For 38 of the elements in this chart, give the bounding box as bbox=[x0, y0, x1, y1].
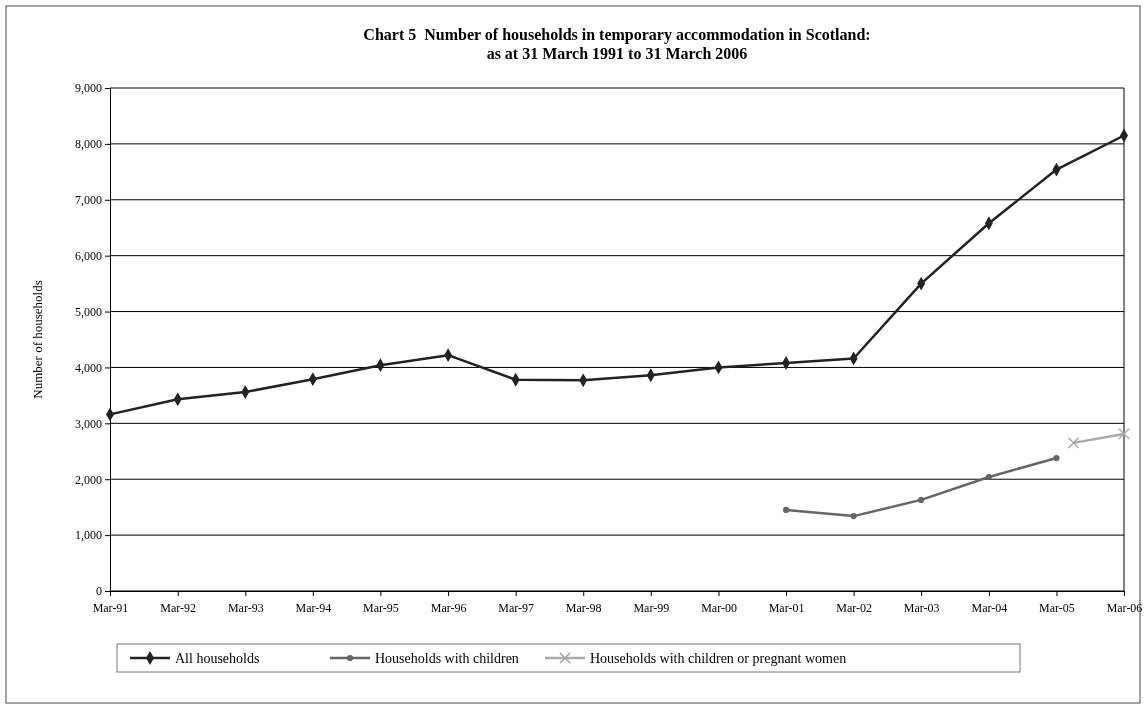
chart-title: Chart 5 Number of households in temporary accommodation in Scotland: as at 31 March 1991 to 31 March 2006 bbox=[363, 26, 871, 62]
y-tick-label: 2,000 bbox=[75, 472, 102, 487]
y-tick-label: 9,000 bbox=[75, 81, 102, 96]
point bbox=[1118, 428, 1130, 440]
y-tick-label: 4,000 bbox=[75, 360, 102, 375]
y-tick-label: 7,000 bbox=[75, 193, 102, 208]
x-tick-label: Mar-98 bbox=[565, 601, 602, 616]
point bbox=[850, 513, 857, 520]
y-axis-title: Number of households bbox=[30, 280, 45, 399]
x-tick-label: Mar-03 bbox=[903, 601, 940, 616]
point bbox=[782, 506, 790, 514]
x-tick-label: Mar-91 bbox=[92, 601, 129, 616]
x-tick-label: Mar-02 bbox=[836, 601, 872, 616]
legend-label: All households bbox=[175, 651, 260, 666]
x-tick-label: Mar-94 bbox=[295, 601, 332, 616]
x-tick-label: Mar-97 bbox=[498, 601, 535, 616]
y-tick-label: 0 bbox=[96, 584, 102, 599]
x-tick-label: Mar-95 bbox=[363, 601, 399, 616]
x-tick-label: Mar-93 bbox=[227, 601, 264, 616]
legend-label: Households with children bbox=[375, 651, 519, 666]
point bbox=[918, 496, 925, 503]
x-tick-label: Mar-06 bbox=[1106, 601, 1143, 616]
y-tick-label: 3,000 bbox=[75, 416, 102, 431]
x-tick-label: Mar-05 bbox=[1039, 601, 1075, 616]
x-tick-label: Mar-01 bbox=[768, 601, 805, 616]
x-tick-label: Mar-00 bbox=[701, 601, 737, 616]
legend-label: Households with children or pregnant women bbox=[590, 651, 847, 666]
point bbox=[985, 473, 992, 481]
y-tick-label: 6,000 bbox=[75, 249, 102, 264]
point bbox=[1053, 454, 1060, 462]
x-tick-label: Mar-92 bbox=[160, 601, 197, 616]
y-tick-label: 5,000 bbox=[75, 304, 102, 319]
y-tick-label: 1,000 bbox=[75, 528, 102, 543]
x-tick-label: Mar-96 bbox=[430, 601, 467, 616]
y-tick-label: 8,000 bbox=[75, 137, 102, 152]
x-tick-label: Mar-04 bbox=[971, 601, 1008, 616]
point bbox=[1067, 437, 1080, 449]
x-tick-label: Mar-99 bbox=[633, 601, 670, 616]
